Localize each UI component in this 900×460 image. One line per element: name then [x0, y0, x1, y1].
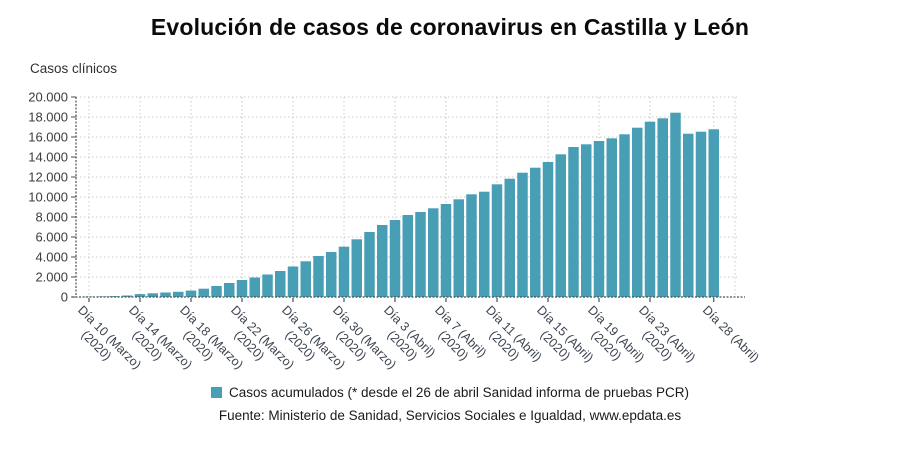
y-tick-label: 0 — [61, 290, 68, 305]
bar[interactable]: Día 2 (Abril): 7200 — [377, 225, 388, 297]
bar[interactable]: Día 20 (Marzo): 1100 — [211, 286, 222, 297]
bar[interactable]: Día 19 (Marzo): 830 — [198, 288, 210, 297]
bar[interactable]: Día 8 (Abril): 9770 — [453, 199, 465, 297]
x-tick-label: Día 11 (Abril)(2020) — [472, 303, 544, 375]
bar[interactable]: Día 28 (Marzo): 4100 — [313, 256, 324, 297]
bar[interactable]: Día 17 (Marzo): 520 — [173, 291, 184, 297]
bar[interactable]: Día 10 (Abril): 10530 — [479, 191, 490, 297]
bar[interactable]: Día 20 (Abril): 15870 — [606, 138, 618, 297]
bar[interactable]: Día 3 (Abril): 7700 — [389, 220, 401, 297]
legend-swatch — [210, 387, 222, 398]
bar[interactable]: Día 4 (Abril): 8200 — [402, 215, 414, 297]
y-tick-label: 16.000 — [28, 130, 68, 145]
bar[interactable]: Día 24 (Marzo): 2250 — [262, 274, 273, 298]
bar[interactable]: Día 26 (Marzo): 3050 — [287, 266, 299, 298]
bar[interactable]: Día 15 (Abril): 13500 — [542, 162, 554, 297]
y-tick-label: 20.000 — [28, 90, 68, 105]
y-tick-label: 12.000 — [28, 170, 68, 185]
y-tick-label: 2.000 — [35, 270, 68, 285]
x-tick-label: Día 28 (Abril) — [700, 303, 762, 365]
bar[interactable]: Día 14 (Marzo): 290 — [134, 294, 146, 297]
bar[interactable]: Día 27 (Marzo): 3570 — [300, 261, 312, 297]
bar[interactable]: Día 15 (Marzo): 370 — [147, 293, 159, 297]
bar[interactable]: Día 13 (Marzo): 150 — [122, 295, 133, 298]
x-tick-label: Día 15 (Abril)(2020) — [523, 303, 596, 376]
bar[interactable]: Día 12 (Abril): 11830 — [504, 178, 516, 297]
bar[interactable]: Día 18 (Abril): 15270 — [581, 144, 592, 297]
bar[interactable]: Día 23 (Abril): 17530 — [644, 121, 656, 297]
y-tick-label: 18.000 — [28, 110, 68, 125]
legend-item[interactable]: Casos acumulados (* desde el 26 de abril… — [0, 385, 900, 400]
bar[interactable]: Día 17 (Abril): 15000 — [568, 147, 579, 297]
bar[interactable]: Día 27 (Abril): 16530 — [695, 131, 707, 297]
bar[interactable]: Día 25 (Marzo): 2600 — [275, 271, 286, 297]
x-tick-label: Día 19 (Abril)(2020) — [574, 303, 647, 376]
bar[interactable]: Día 5 (Abril): 8500 — [415, 212, 426, 297]
bar[interactable]: Día 22 (Abril): 16930 — [632, 127, 643, 297]
bar[interactable]: Día 25 (Abril): 18430 — [670, 112, 681, 297]
bar[interactable]: Día 7 (Abril): 9300 — [440, 204, 452, 297]
bar[interactable]: Día 31 (Marzo): 5770 — [351, 239, 363, 297]
bar[interactable]: Día 9 (Abril): 10270 — [466, 194, 477, 297]
bar[interactable]: Día 21 (Abril): 16270 — [619, 134, 630, 297]
bar[interactable]: Día 30 (Marzo): 5030 — [338, 246, 350, 297]
source-attribution: Fuente: Ministerio de Sanidad, Servicios… — [218, 408, 682, 423]
y-tick-label: 10.000 — [28, 190, 68, 205]
bar[interactable]: Día 19 (Abril): 15600 — [593, 141, 605, 297]
bar[interactable]: Día 16 (Marzo): 450 — [160, 292, 171, 298]
y-tick-label: 4.000 — [35, 250, 68, 265]
bar[interactable]: Día 21 (Marzo): 1400 — [224, 283, 235, 297]
bar[interactable]: Día 13 (Abril): 12430 — [517, 172, 528, 297]
y-tick-label: 14.000 — [28, 150, 68, 165]
bar[interactable]: Día 11 (Abril): 11270 — [491, 184, 503, 297]
bar[interactable]: Día 6 (Abril): 8870 — [428, 208, 439, 297]
bar[interactable]: Día 26 (Abril): 16330 — [683, 133, 694, 297]
bar[interactable]: Día 1 (Abril): 6500 — [364, 232, 375, 297]
legend-label: Casos acumulados (* desde el 26 de abril… — [228, 385, 689, 400]
bar[interactable]: Día 22 (Marzo): 1700 — [236, 280, 248, 297]
y-tick-label: 8.000 — [35, 210, 68, 225]
bar[interactable]: Día 29 (Marzo): 4500 — [326, 252, 337, 297]
y-tick-label: 6.000 — [35, 230, 68, 245]
chart-title: Evolución de casos de coronavirus en Cas… — [150, 14, 750, 40]
bar[interactable]: Día 24 (Abril): 17870 — [657, 118, 669, 297]
x-tick-label: Día 23 (Abril)(2020) — [625, 303, 698, 376]
bar[interactable]: Día 18 (Marzo): 640 — [185, 290, 197, 297]
bar[interactable]: Día 16 (Abril): 14270 — [555, 154, 567, 297]
bar[interactable]: Día 23 (Marzo): 1950 — [249, 277, 261, 298]
bar[interactable]: Día 28 (Abril): 16770 — [708, 129, 720, 297]
bar[interactable]: Día 14 (Abril): 12930 — [530, 167, 541, 297]
x-tick-label: Día 7 (Abril)(2020) — [421, 303, 489, 371]
plot-area: 0 2.000 4.000 6.000 8.000 10.000 12.000 14.000 1… — [28, 90, 762, 376]
y-axis-title: Casos clínicos — [30, 61, 118, 76]
